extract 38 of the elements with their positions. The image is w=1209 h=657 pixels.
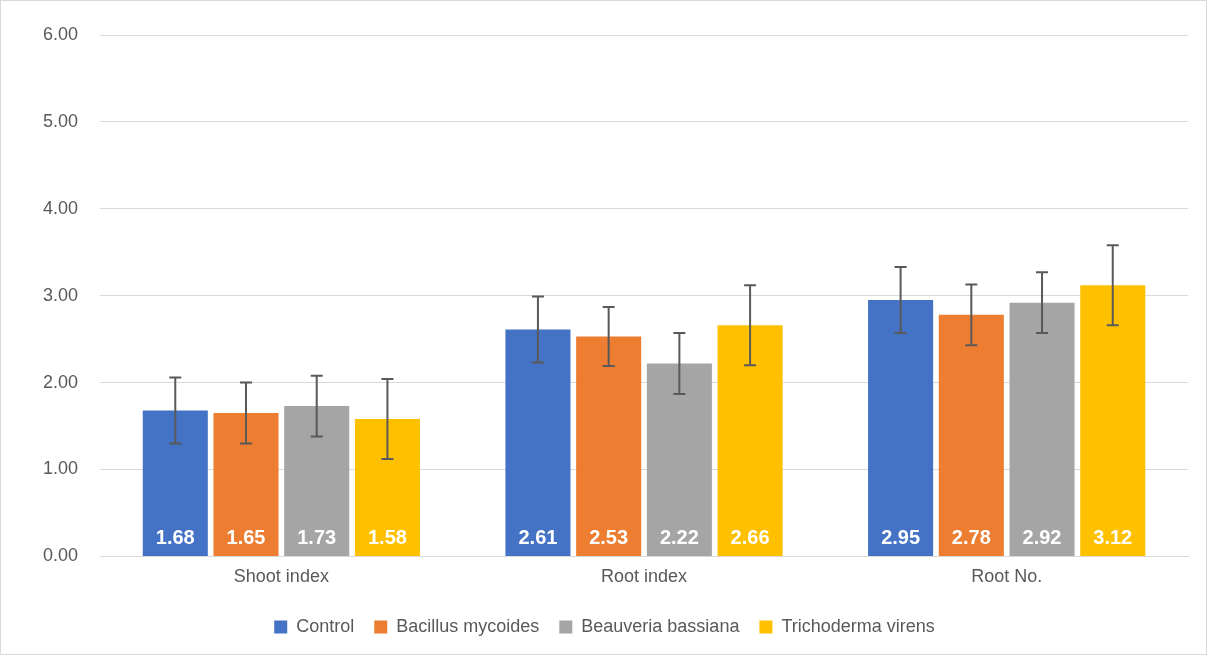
bar [868,300,934,556]
x-tick-label: Root index [600,566,688,587]
bar [938,314,1004,556]
data-label: 1.65 [226,525,266,548]
bar [213,413,279,556]
bar [505,329,571,556]
x-tick-label: Root No. [971,566,1043,587]
data-label: 3.12 [1093,525,1133,548]
data-label: 2.95 [881,525,921,548]
data-label: 1.68 [155,525,195,548]
y-tick-label: 3.00 [42,284,79,305]
legend-label: Bacillus mycoides [396,615,540,636]
y-tick-label: 5.00 [42,110,79,131]
y-tick-label: 0.00 [42,545,79,566]
bar [1009,302,1075,556]
legend-label: Trichoderma virens [781,615,935,636]
data-label: 2.22 [659,525,699,548]
bar [576,336,642,556]
legend-label: Beauveria bassiana [581,615,741,636]
bar [354,419,420,556]
data-label: 2.78 [951,525,991,548]
data-label: 1.73 [297,525,337,548]
y-tick-label: 1.00 [42,458,79,479]
bar [717,325,783,556]
legend-label: Control [296,615,355,636]
data-label: 2.61 [518,525,558,548]
data-label: 2.66 [730,525,770,548]
x-tick-label: Shoot index [233,566,329,587]
y-tick-label: 6.00 [42,23,79,44]
data-label: 2.92 [1022,525,1062,548]
bar [646,363,712,556]
bar [1080,285,1146,556]
data-label: 1.58 [367,525,407,548]
y-tick-label: 4.00 [42,197,79,218]
bar [284,406,350,556]
data-label: 2.53 [589,525,629,548]
bar [142,410,208,556]
y-tick-label: 2.00 [42,371,79,392]
